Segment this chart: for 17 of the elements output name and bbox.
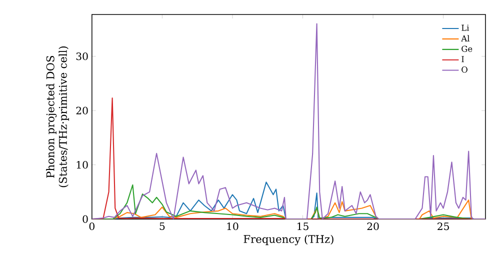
legend-label: Li [462, 24, 470, 31]
y-tick-label: 20 [76, 106, 88, 114]
x-tick-label: 25 [438, 222, 449, 230]
legend-label: Ge [462, 45, 472, 52]
legend-label: I [462, 56, 464, 62]
y-tick-label: 30 [76, 52, 88, 60]
x-tick-label: 20 [367, 222, 379, 230]
y-tick-label: 0 [82, 215, 88, 223]
x-tick-label: 5 [160, 222, 165, 230]
legend-label: O [462, 66, 468, 72]
y-tick-label: 10 [76, 160, 88, 168]
y-axis-title: Phonon projected DOS (States/THz·primitive cell) [46, 46, 69, 187]
x-tick-label: 15 [298, 222, 308, 230]
x-tick-label: 10 [227, 222, 238, 230]
x-tick-label: 0 [89, 222, 94, 230]
legend-label: Al [461, 34, 470, 42]
x-axis-title: Frequency (THz) [244, 234, 334, 246]
